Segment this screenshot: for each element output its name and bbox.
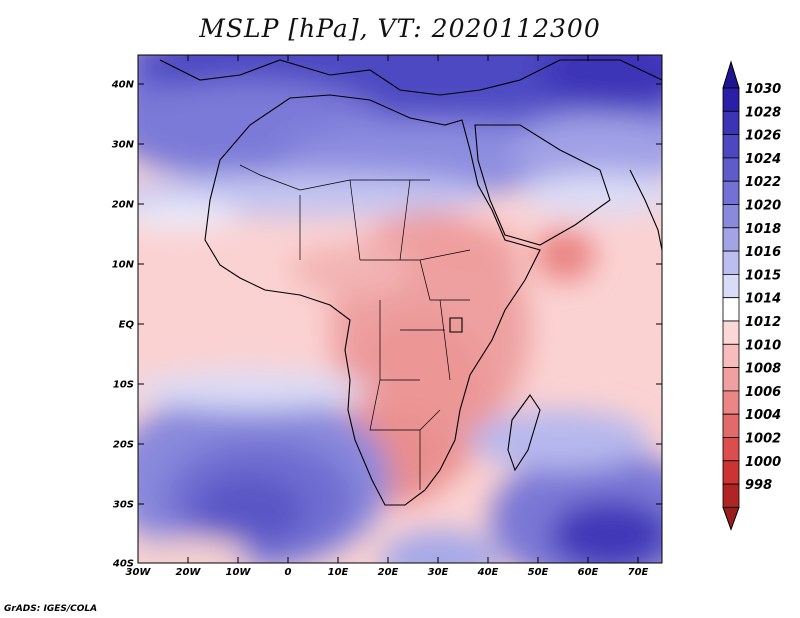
colorbar-swatch xyxy=(722,110,740,136)
lon-label: 60E xyxy=(578,567,599,578)
lon-label: 10E xyxy=(328,567,349,578)
colorbar-swatch xyxy=(722,483,740,508)
lat-label: 20N xyxy=(112,200,135,211)
lon-label: 70E xyxy=(628,567,649,578)
colorbar-swatch xyxy=(722,367,740,392)
colorbar-swatch xyxy=(722,273,740,299)
lat-label: 30N xyxy=(112,140,135,151)
lat-label: EQ xyxy=(119,320,135,331)
colorbar-label: 998 xyxy=(745,478,772,493)
colorbar-swatch xyxy=(722,180,740,205)
plot-frame xyxy=(137,54,663,564)
europe-coastline xyxy=(159,59,662,96)
colorbar-bottom-arrow xyxy=(722,506,740,531)
colorbar-label: 1006 xyxy=(745,385,781,400)
colorbar-swatch xyxy=(722,460,740,485)
colorbar-label: 1022 xyxy=(745,175,781,190)
colorbar-swatch xyxy=(722,87,740,112)
colorbar-label: 1018 xyxy=(745,222,781,237)
lat-label: 40N xyxy=(111,80,135,91)
colorbar-label: 1015 xyxy=(745,268,781,283)
colorbar-label: 1002 xyxy=(745,432,781,447)
lat-label: 30S xyxy=(113,500,134,511)
colorbar-swatch xyxy=(722,390,740,415)
colorbar-label: 1014 xyxy=(745,292,781,307)
colorbar-label: 1020 xyxy=(745,199,781,214)
lon-label: 50E xyxy=(528,567,549,578)
colorbar-swatch xyxy=(722,157,740,182)
colorbar-swatch xyxy=(722,343,740,368)
lat-label: 40S xyxy=(112,559,134,570)
colorbar-label: 1016 xyxy=(745,245,781,260)
colorbar-swatch xyxy=(722,250,740,275)
lat-label: 10N xyxy=(112,260,135,271)
colorbar-label: 1030 xyxy=(745,82,781,97)
colorbar-swatch xyxy=(722,204,740,229)
colorbar-swatch xyxy=(722,227,740,252)
colorbar-swatch xyxy=(722,413,740,438)
colorbar-top-arrow xyxy=(722,60,740,89)
longitude-axis: 30W 20W 10W 0 10E 20E 30E 40E 50E 60E 70E xyxy=(126,55,649,578)
colorbar-label: 1010 xyxy=(745,338,781,353)
colorbar-label: 1012 xyxy=(745,315,781,330)
lon-label: 40E xyxy=(477,567,499,578)
coastlines xyxy=(159,59,662,506)
colorbar-label: 1024 xyxy=(745,152,781,167)
colorbar-swatch xyxy=(722,297,740,322)
lon-label: 30E xyxy=(428,567,449,578)
map-title: MSLP [hPa], VT: 2020112300 xyxy=(199,14,601,43)
country-borders xyxy=(239,164,471,490)
arabia-coastline xyxy=(474,124,611,246)
colorbar-swatch xyxy=(722,320,740,345)
colorbar: 1030 1028 1026 1024 1022 1020 1018 1016 1015 1014… xyxy=(722,60,781,531)
africa-coastline xyxy=(204,94,541,506)
lake-victoria xyxy=(449,317,463,333)
colorbar-label: 1000 xyxy=(745,455,781,470)
lon-label: 0 xyxy=(285,567,292,578)
colorbar-swatch xyxy=(722,134,740,159)
lon-label: 10W xyxy=(226,567,252,578)
colorbar-label: 1028 xyxy=(745,105,781,120)
lat-label: 20S xyxy=(113,440,134,451)
colorbar-label: 1026 xyxy=(745,129,781,144)
pressure-field xyxy=(138,55,662,563)
lon-label: 30W xyxy=(126,567,152,578)
lat-label: 10S xyxy=(113,380,134,391)
india-coastline xyxy=(629,169,662,251)
latitude-axis: 40N 30N 20N 10N EQ 10S 20S 30S 40S xyxy=(111,80,662,570)
colorbar-label: 1004 xyxy=(745,408,781,423)
lon-label: 20E xyxy=(378,567,399,578)
grads-credit: GrADS: IGES/COLA xyxy=(4,604,98,614)
colorbar-swatch xyxy=(722,437,740,462)
lon-label: 20W xyxy=(176,567,202,578)
colorbar-label: 1008 xyxy=(745,362,781,377)
madagascar-coastline xyxy=(507,394,541,472)
